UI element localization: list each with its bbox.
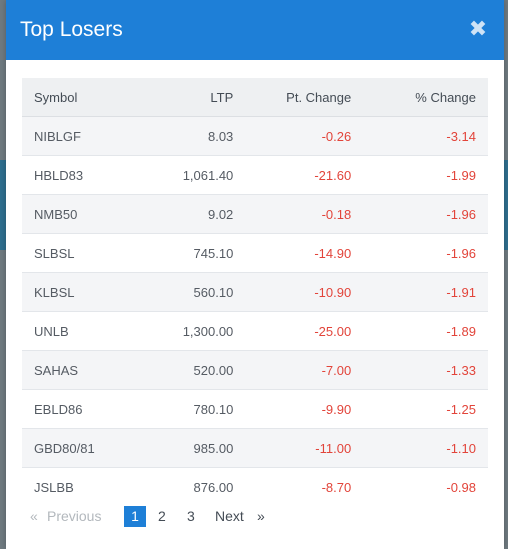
page-button-1[interactable]: 1 xyxy=(124,506,146,527)
page-button-2[interactable]: 2 xyxy=(158,508,166,524)
background-panel-edge xyxy=(0,160,6,250)
cell-pt-change: -0.18 xyxy=(245,194,364,234)
cell-pct-change: -1.96 xyxy=(363,233,488,273)
column-header-pt-change[interactable]: Pt. Change xyxy=(245,78,364,117)
cell-pt-change: -25.00 xyxy=(245,311,364,351)
first-page-icon: « xyxy=(30,508,38,524)
cell-ltp: 520.00 xyxy=(143,350,246,390)
cell-pct-change: -1.96 xyxy=(363,194,488,234)
cell-ltp: 9.02 xyxy=(143,194,246,234)
page-button-3[interactable]: 3 xyxy=(187,508,195,524)
last-page-icon[interactable]: » xyxy=(257,508,265,524)
cell-symbol: SAHAS xyxy=(22,350,144,390)
table-row[interactable]: NMB50 9.02 -0.18 -1.96 xyxy=(22,194,488,234)
column-header-symbol[interactable]: Symbol xyxy=(22,78,144,117)
table-row[interactable]: EBLD86 780.10 -9.90 -1.25 xyxy=(22,389,488,429)
table-row[interactable]: SLBSL 745.10 -14.90 -1.96 xyxy=(22,233,488,273)
column-header-pct-change[interactable]: % Change xyxy=(363,78,488,117)
cell-pct-change: -1.25 xyxy=(363,389,488,429)
cell-symbol: SLBSL xyxy=(22,233,144,273)
table-row[interactable]: UNLB 1,300.00 -25.00 -1.89 xyxy=(22,311,488,351)
cell-pct-change: -1.89 xyxy=(363,311,488,351)
cell-ltp: 745.10 xyxy=(143,233,246,273)
cell-pt-change: -8.70 xyxy=(245,467,364,506)
cell-symbol: HBLD83 xyxy=(22,155,144,195)
cell-pt-change: -21.60 xyxy=(245,155,364,195)
cell-symbol: JSLBB xyxy=(22,467,144,506)
next-page-button[interactable]: Next xyxy=(215,508,244,524)
cell-ltp: 985.00 xyxy=(143,428,246,468)
background-panel-edge xyxy=(504,160,508,250)
cell-symbol: UNLB xyxy=(22,311,144,351)
table-row[interactable]: KLBSL 560.10 -10.90 -1.91 xyxy=(22,272,488,312)
cell-symbol: GBD80/81 xyxy=(22,428,144,468)
cell-pct-change: -1.10 xyxy=(363,428,488,468)
table-row[interactable]: JSLBB 876.00 -8.70 -0.98 xyxy=(22,467,488,506)
cell-pt-change: -0.26 xyxy=(245,116,364,156)
cell-ltp: 8.03 xyxy=(143,116,246,156)
cell-symbol: NMB50 xyxy=(22,194,144,234)
cell-pct-change: -0.98 xyxy=(363,467,488,506)
modal-title: Top Losers xyxy=(20,18,123,41)
top-losers-modal: Top Losers ✖ Symbol LTP Pt. Change % Cha… xyxy=(6,0,504,549)
cell-symbol: EBLD86 xyxy=(22,389,144,429)
close-icon[interactable]: ✖ xyxy=(468,17,488,42)
cell-symbol: NIBLGF xyxy=(22,116,144,156)
table-row[interactable]: HBLD83 1,061.40 -21.60 -1.99 xyxy=(22,155,488,195)
cell-ltp: 560.10 xyxy=(143,272,246,312)
table-row[interactable]: NIBLGF 8.03 -0.26 -3.14 xyxy=(22,116,488,156)
cell-ltp: 1,300.00 xyxy=(143,311,246,351)
cell-pt-change: -14.90 xyxy=(245,233,364,273)
modal-header: Top Losers ✖ xyxy=(6,0,504,60)
cell-pt-change: -9.90 xyxy=(245,389,364,429)
cell-ltp: 876.00 xyxy=(143,467,246,506)
table-header-row: Symbol LTP Pt. Change % Change xyxy=(22,78,488,117)
table-row[interactable]: GBD80/81 985.00 -11.00 -1.10 xyxy=(22,428,488,468)
cell-pct-change: -3.14 xyxy=(363,116,488,156)
cell-ltp: 1,061.40 xyxy=(143,155,246,195)
cell-pct-change: -1.33 xyxy=(363,350,488,390)
previous-page-button: Previous xyxy=(47,508,102,524)
cell-pt-change: -11.00 xyxy=(245,428,364,468)
cell-pct-change: -1.91 xyxy=(363,272,488,312)
cell-pct-change: -1.99 xyxy=(363,155,488,195)
cell-pt-change: -7.00 xyxy=(245,350,364,390)
cell-symbol: KLBSL xyxy=(22,272,144,312)
column-header-ltp[interactable]: LTP xyxy=(143,78,246,117)
cell-ltp: 780.10 xyxy=(143,389,246,429)
table-row[interactable]: SAHAS 520.00 -7.00 -1.33 xyxy=(22,350,488,390)
top-losers-table: Symbol LTP Pt. Change % Change NIBLGF 8.0… xyxy=(22,78,488,506)
cell-pt-change: -10.90 xyxy=(245,272,364,312)
